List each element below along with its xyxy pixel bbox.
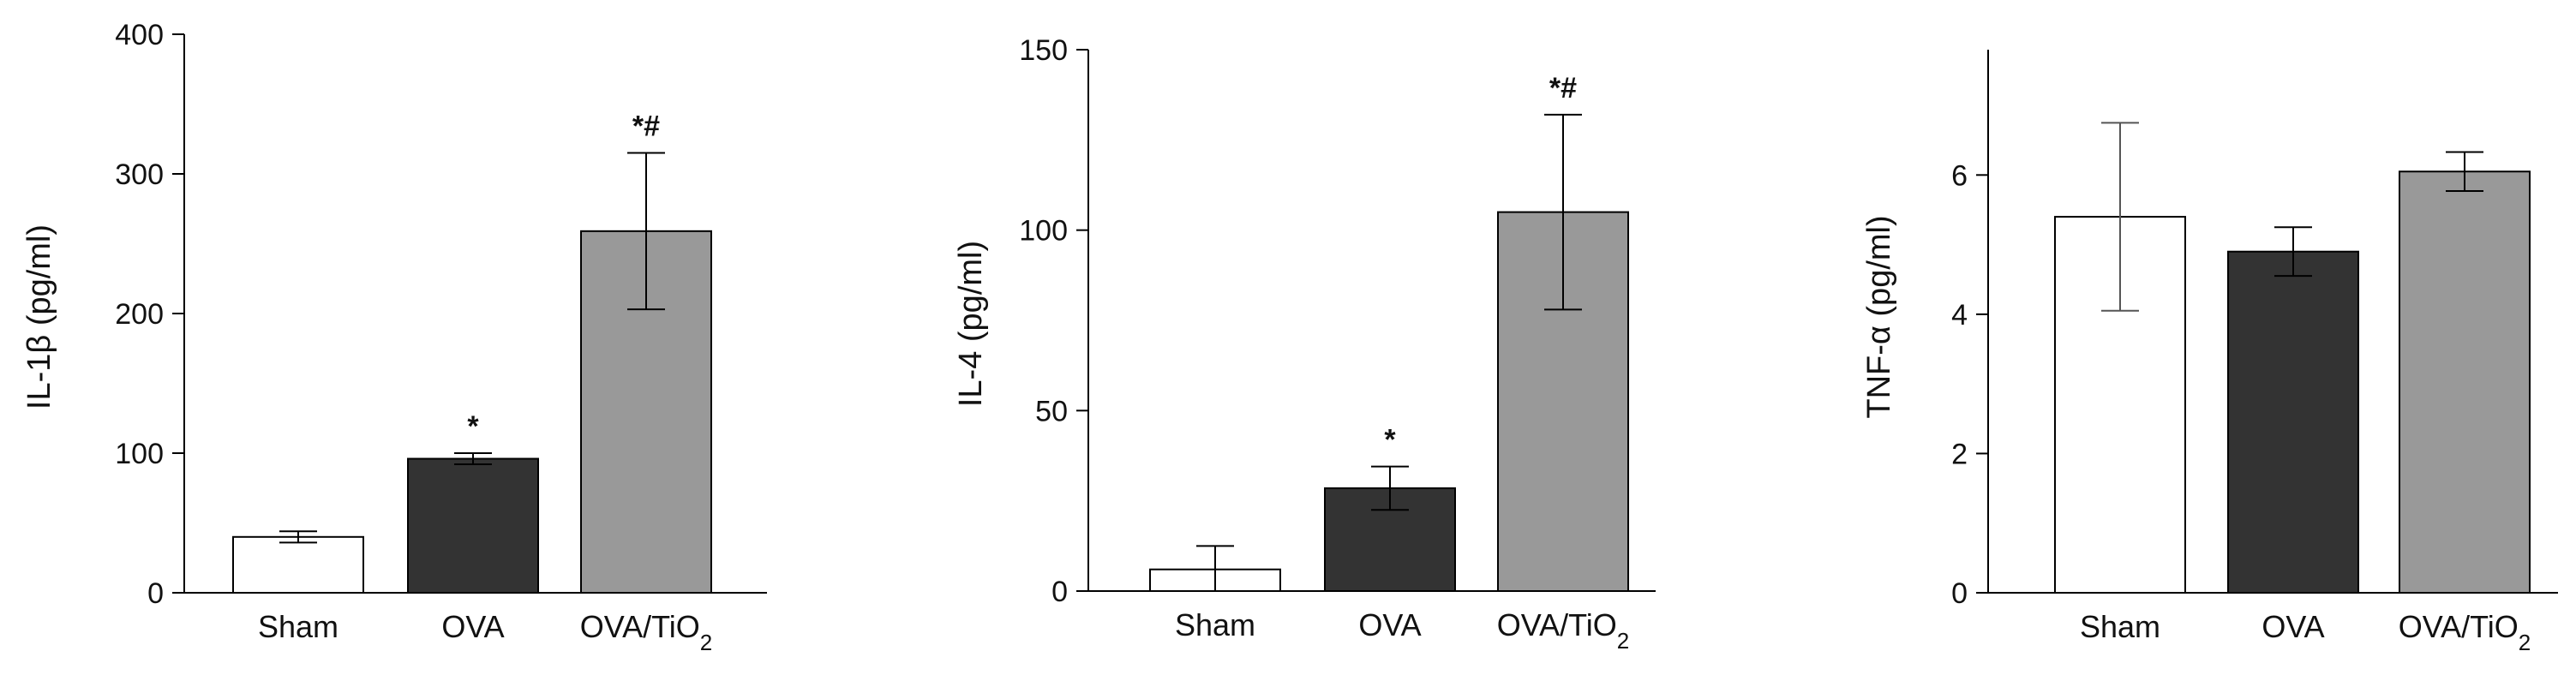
y-tick-label: 4 (1951, 299, 1968, 332)
y-tick-label: 50 (1035, 395, 1068, 427)
significance-mark: * (467, 410, 479, 443)
y-tick-label: 0 (1051, 576, 1068, 608)
y-tick-label: 200 (115, 298, 164, 331)
x-tick-label: OVA/TiO2 (580, 609, 712, 655)
y-axis-label: TNF-α (pg/ml) (1861, 215, 1897, 418)
y-tick-label: 100 (115, 438, 164, 470)
y-tick-label: 0 (147, 577, 164, 610)
significance-mark: *# (1549, 72, 1577, 105)
x-tick-label: OVA (441, 609, 504, 644)
x-tick-label: OVA (1358, 607, 1421, 642)
x-tick-label: OVA (2261, 609, 2324, 644)
x-tick-label: OVA/TiO2 (1497, 607, 1629, 654)
bar-ova (407, 457, 539, 594)
y-tick-label: 6 (1951, 159, 1968, 192)
x-tick-label: OVA/TiO2 (2399, 609, 2531, 655)
y-axis-label: IL-4 (pg/ml) (953, 241, 989, 407)
y-tick-label: 400 (115, 19, 164, 51)
chart-2: 0 50 100 150 IL-4 (pg/ml) Sham * OVA *# OVA/TiO2 (953, 34, 1656, 654)
y-axis-label: IL-1β (pg/ml) (21, 224, 57, 409)
chart-1: 0 100 200 300 400 IL-1β (pg/ml) Sham * OVA *# OVA/… (21, 19, 767, 655)
bar-ova-tio (2399, 170, 2531, 594)
x-tick-label: Sham (2080, 609, 2160, 644)
y-tick-label: 100 (1019, 215, 1068, 248)
bar-sham (232, 535, 364, 594)
bar-ova (2227, 250, 2359, 594)
x-tick-label: Sham (1175, 607, 1255, 642)
y-tick-label: 2 (1951, 438, 1968, 470)
x-tick-label: Sham (258, 609, 338, 644)
y-tick-label: 300 (115, 158, 164, 191)
significance-mark: *# (632, 111, 660, 143)
chart-3: 0 2 4 6 TNF-α (pg/ml) Sham OVA OVA/TiO2 (1861, 50, 2558, 655)
y-tick-label: 0 (1951, 577, 1968, 610)
y-tick-label: 150 (1019, 34, 1068, 67)
significance-mark: * (1384, 424, 1396, 457)
